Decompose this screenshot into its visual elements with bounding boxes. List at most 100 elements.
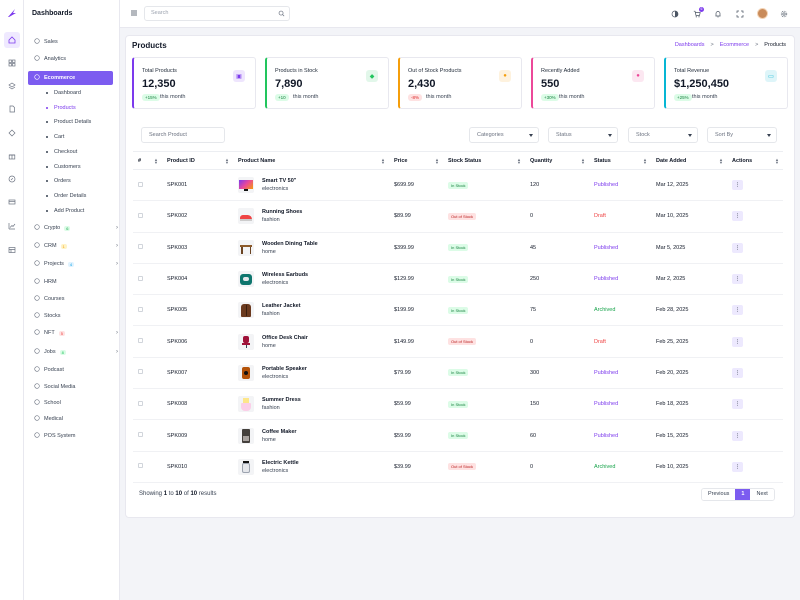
sidebar-subitem-product-details[interactable]: Product Details [46, 117, 91, 127]
row-checkbox[interactable] [138, 338, 143, 344]
sort-icon[interactable]: ▲ ▼ [581, 157, 585, 165]
previous-page-button[interactable]: Previous [702, 489, 736, 500]
row-actions-button[interactable]: ⋮ [732, 305, 743, 316]
sidebar-item-projects[interactable]: Projects 4 › [34, 258, 118, 270]
row-actions-button[interactable]: ⋮ [732, 336, 743, 347]
column-header-number[interactable]: # ▲ ▼ [133, 151, 162, 170]
sidebar-item-courses[interactable]: Courses [34, 293, 118, 305]
column-header-status[interactable]: Status ▲ ▼ [589, 151, 651, 170]
row-checkbox[interactable] [138, 432, 143, 438]
sidebar-item-social-media[interactable]: Social Media [34, 381, 118, 393]
column-header-stock-status[interactable]: Stock Status ▲ ▼ [443, 151, 525, 170]
row-actions-button[interactable]: ⋮ [732, 367, 743, 378]
product-name[interactable]: Running Shoes [262, 209, 303, 216]
row-actions-button[interactable]: ⋮ [732, 274, 743, 285]
table-row[interactable]: SPK009 Coffee Maker home $59.99 In Stock 60 Pu… [133, 419, 783, 452]
product-search-input[interactable]: Search Product [141, 127, 225, 143]
row-checkbox[interactable] [138, 400, 143, 406]
sidebar-subitem-add-product[interactable]: Add Product [46, 206, 84, 216]
rail-compass-icon[interactable] [4, 171, 20, 187]
sidebar-subitem-order-details[interactable]: Order Details [46, 191, 86, 201]
sidebar-item-ecommerce[interactable]: Ecommerce [28, 71, 113, 85]
column-header-price[interactable]: Price ▲ ▼ [389, 151, 443, 170]
sidebar-item-podcast[interactable]: Podcast [34, 364, 118, 376]
product-name[interactable]: Smart TV 50" [262, 178, 297, 185]
sort-icon[interactable]: ▲ ▼ [154, 157, 158, 165]
table-row[interactable]: SPK001 Smart TV 50" electronics $699.99 In S… [133, 169, 783, 202]
sidebar-item-crm[interactable]: CRM 1 › [34, 240, 118, 252]
rail-table-icon[interactable] [4, 242, 20, 258]
product-name[interactable]: Summer Dress [262, 397, 301, 404]
breadcrumb-dashboards[interactable]: Dashboards [674, 42, 705, 48]
table-row[interactable]: SPK002 Running Shoes fashion $89.99 Out of S… [133, 200, 783, 233]
product-name[interactable]: Coffee Maker [262, 428, 297, 435]
sort-icon[interactable]: ▲ ▼ [719, 157, 723, 165]
sidebar-item-medical[interactable]: Medical [34, 413, 118, 425]
cart-icon[interactable]: 6 [691, 7, 704, 20]
sidebar-item-sales[interactable]: Sales [34, 36, 118, 48]
sidebar-item-pos-system[interactable]: POS System [34, 430, 118, 442]
theme-toggle-icon[interactable] [669, 8, 681, 20]
row-actions-button[interactable]: ⋮ [732, 399, 743, 410]
sidebar-subitem-checkout[interactable]: Checkout [46, 147, 77, 157]
categories-select[interactable]: Categories [469, 127, 539, 143]
product-name[interactable]: Electric Kettle [262, 459, 299, 466]
page-1-button[interactable]: 1 [735, 489, 751, 500]
rail-gift-icon[interactable] [4, 148, 20, 164]
rail-grid-icon[interactable] [4, 55, 20, 71]
sidebar-subitem-products[interactable]: Products [46, 103, 76, 113]
stock-select[interactable]: Stock [628, 127, 698, 143]
sidebar-item-nft[interactable]: NFT 5 › [34, 327, 118, 339]
product-name[interactable]: Portable Speaker [262, 365, 307, 372]
sidebar-subitem-cart[interactable]: Cart [46, 132, 64, 142]
row-checkbox[interactable] [138, 369, 143, 375]
row-checkbox[interactable] [138, 244, 143, 250]
row-checkbox[interactable] [138, 463, 143, 469]
table-row[interactable]: SPK005 Leather Jacket fashion $199.99 In Sto… [133, 294, 783, 327]
column-header-actions[interactable]: Actions ▲ ▼ [727, 151, 783, 170]
row-actions-button[interactable]: ⋮ [732, 461, 743, 472]
hamburger-menu-icon[interactable] [130, 9, 138, 17]
table-row[interactable]: SPK006 Office Desk Chair home $149.99 Out of… [133, 325, 783, 358]
sidebar-item-crypto[interactable]: Crypto 6 › [34, 222, 118, 234]
sort-by-select[interactable]: Sort By [707, 127, 777, 143]
product-name[interactable]: Wireless Earbuds [262, 272, 309, 279]
table-row[interactable]: SPK010 Electric Kettle electronics $39.99 Ou… [133, 451, 783, 483]
sidebar-item-stocks[interactable]: Stocks [34, 310, 118, 322]
search-icon[interactable] [278, 10, 285, 17]
next-page-button[interactable]: Next [750, 489, 774, 500]
product-name[interactable]: Leather Jacket [262, 303, 301, 310]
rail-diamond-icon[interactable] [4, 125, 20, 141]
sidebar-subitem-customers[interactable]: Customers [46, 162, 81, 172]
column-header-product-name[interactable]: Product Name ▲ ▼ [233, 151, 389, 170]
product-name[interactable]: Office Desk Chair [262, 334, 308, 341]
product-name[interactable]: Wooden Dining Table [262, 240, 318, 247]
row-actions-button[interactable]: ⋮ [732, 211, 743, 222]
row-checkbox[interactable] [138, 306, 143, 312]
sidebar-item-hrm[interactable]: HRM [34, 276, 118, 288]
sidebar-subitem-dashboard[interactable]: Dashboard [46, 88, 81, 98]
sidebar-item-analytics[interactable]: Analytics [34, 53, 118, 65]
sidebar-item-jobs[interactable]: Jobs 8 › [34, 346, 118, 358]
row-actions-button[interactable]: ⋮ [732, 430, 743, 441]
global-search-input[interactable]: Search [144, 6, 290, 21]
rail-card-icon[interactable] [4, 194, 20, 210]
rail-file-icon[interactable] [4, 101, 20, 117]
notification-bell-icon[interactable] [712, 8, 724, 20]
breadcrumb-ecommerce[interactable]: Ecommerce [719, 42, 750, 48]
column-header-quantity[interactable]: Quantity ▲ ▼ [525, 151, 589, 170]
user-avatar[interactable] [757, 8, 768, 19]
sort-icon[interactable]: ▲ ▼ [643, 157, 647, 165]
column-header-date-added[interactable]: Date Added ▲ ▼ [651, 151, 727, 170]
table-row[interactable]: SPK003 Wooden Dining Table home $399.99 In S… [133, 232, 783, 264]
sort-icon[interactable]: ▲ ▼ [381, 157, 385, 165]
sidebar-item-school[interactable]: School [34, 397, 118, 409]
sort-icon[interactable]: ▲ ▼ [435, 157, 439, 165]
sort-icon[interactable]: ▲ ▼ [225, 157, 229, 165]
sidebar-subitem-orders[interactable]: Orders [46, 176, 71, 186]
column-header-product-id[interactable]: Product ID ▲ ▼ [162, 151, 233, 170]
row-checkbox[interactable] [138, 212, 143, 218]
table-row[interactable]: SPK007 Portable Speaker electronics $79.99 I… [133, 357, 783, 390]
fullscreen-icon[interactable] [734, 8, 746, 20]
rail-chart-icon[interactable] [4, 218, 20, 234]
